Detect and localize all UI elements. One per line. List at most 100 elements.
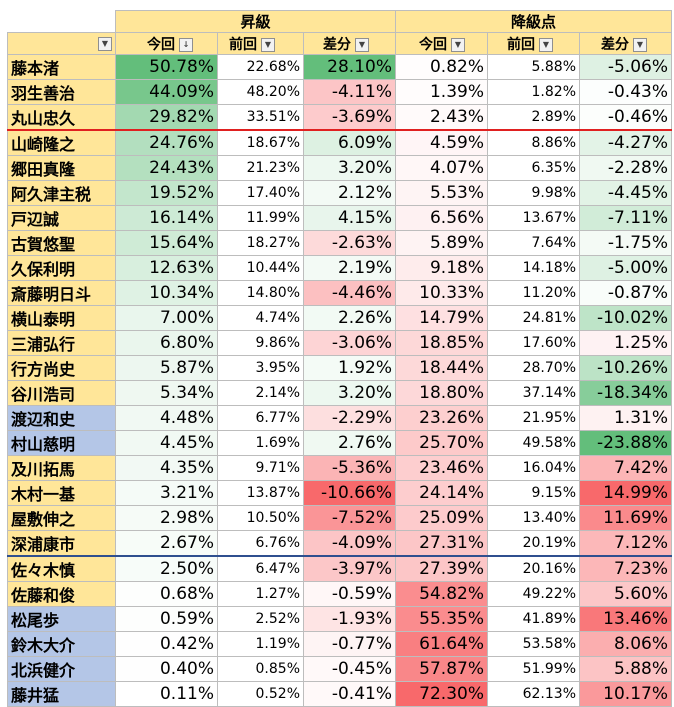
d-diff-cell[interactable]: 1.25%: [579, 330, 672, 356]
d-diff-cell[interactable]: -1.75%: [579, 230, 672, 256]
d-now-cell[interactable]: 9.18%: [395, 255, 488, 281]
p-diff-cell[interactable]: -5.36%: [303, 455, 396, 481]
filter-dropdown-icon[interactable]: ▼: [98, 36, 112, 51]
d-now-cell[interactable]: 54.82%: [395, 581, 488, 607]
d-now-cell[interactable]: 2.43%: [395, 104, 488, 131]
player-name-cell[interactable]: 深浦康市: [7, 530, 116, 557]
p-prev-cell[interactable]: 10.44%: [217, 255, 304, 281]
d-now-cell[interactable]: 61.64%: [395, 631, 488, 657]
d-prev-cell[interactable]: 9.98%: [487, 180, 580, 206]
player-name-cell[interactable]: 村山慈明: [7, 430, 116, 456]
p-diff-cell[interactable]: -4.09%: [303, 530, 396, 557]
player-name-cell[interactable]: 久保利明: [7, 255, 116, 281]
p-now-cell[interactable]: 4.35%: [115, 455, 218, 481]
d-now-cell[interactable]: 5.53%: [395, 180, 488, 206]
player-name-cell[interactable]: 松尾歩: [7, 606, 116, 632]
d-prev-cell[interactable]: 6.35%: [487, 155, 580, 181]
d-diff-cell[interactable]: -18.34%: [579, 380, 672, 406]
p-prev-cell[interactable]: 17.40%: [217, 180, 304, 206]
p-prev-cell[interactable]: 2.52%: [217, 606, 304, 632]
player-name-cell[interactable]: 戸辺誠: [7, 205, 116, 231]
d-prev-cell[interactable]: 2.89%: [487, 104, 580, 131]
d-diff-cell[interactable]: -4.27%: [579, 129, 672, 156]
d-now-cell[interactable]: 23.26%: [395, 405, 488, 431]
p-prev-cell[interactable]: 3.95%: [217, 355, 304, 381]
p-diff-cell[interactable]: -2.63%: [303, 230, 396, 256]
p-diff-cell[interactable]: 1.92%: [303, 355, 396, 381]
p-diff-cell[interactable]: 2.19%: [303, 255, 396, 281]
player-name-cell[interactable]: 古賀悠聖: [7, 230, 116, 256]
filter-dropdown-icon[interactable]: ▼: [451, 37, 465, 52]
p-now-cell[interactable]: 2.98%: [115, 505, 218, 531]
p-now-cell[interactable]: 16.14%: [115, 205, 218, 231]
p-now-cell[interactable]: 0.68%: [115, 581, 218, 607]
player-name-cell[interactable]: 屋敷伸之: [7, 505, 116, 531]
p-prev-cell[interactable]: 6.76%: [217, 530, 304, 557]
p-diff-cell[interactable]: -1.93%: [303, 606, 396, 632]
player-name-cell[interactable]: 横山泰明: [7, 305, 116, 331]
player-name-cell[interactable]: 木村一基: [7, 480, 116, 506]
d-diff-cell[interactable]: -0.43%: [579, 79, 672, 105]
d-prev-cell[interactable]: 51.99%: [487, 656, 580, 682]
player-name-cell[interactable]: 行方尚史: [7, 355, 116, 381]
d-diff-cell[interactable]: 7.12%: [579, 530, 672, 557]
p-now-cell[interactable]: 44.09%: [115, 79, 218, 105]
p-prev-cell[interactable]: 1.69%: [217, 430, 304, 456]
player-name-cell[interactable]: 渡辺和史: [7, 405, 116, 431]
d-now-cell[interactable]: 27.31%: [395, 530, 488, 557]
p-now-cell[interactable]: 0.42%: [115, 631, 218, 657]
d-now-cell[interactable]: 5.89%: [395, 230, 488, 256]
d-diff-cell[interactable]: -4.45%: [579, 180, 672, 206]
p-diff-cell[interactable]: 6.09%: [303, 129, 396, 156]
p-diff-cell[interactable]: 2.12%: [303, 180, 396, 206]
p-prev-cell[interactable]: 2.14%: [217, 380, 304, 406]
p-diff-cell[interactable]: -4.46%: [303, 280, 396, 306]
p-now-cell[interactable]: 4.48%: [115, 405, 218, 431]
player-name-cell[interactable]: 阿久津主税: [7, 180, 116, 206]
d-now-cell[interactable]: 23.46%: [395, 455, 488, 481]
p-now-cell[interactable]: 4.45%: [115, 430, 218, 456]
p-now-cell[interactable]: 2.67%: [115, 530, 218, 557]
p-prev-cell[interactable]: 13.87%: [217, 480, 304, 506]
d-prev-cell[interactable]: 5.88%: [487, 54, 580, 80]
player-name-cell[interactable]: 山崎隆之: [7, 129, 116, 156]
p-prev-cell[interactable]: 0.85%: [217, 656, 304, 682]
d-now-cell[interactable]: 25.09%: [395, 505, 488, 531]
d-diff-cell[interactable]: -5.00%: [579, 255, 672, 281]
p-diff-cell[interactable]: -3.69%: [303, 104, 396, 131]
d-prev-cell[interactable]: 13.67%: [487, 205, 580, 231]
d-now-cell[interactable]: 1.39%: [395, 79, 488, 105]
p-diff-cell[interactable]: -3.06%: [303, 330, 396, 356]
d-prev-cell[interactable]: 41.89%: [487, 606, 580, 632]
player-name-cell[interactable]: 藤本渚: [7, 54, 116, 80]
d-diff-cell[interactable]: 5.88%: [579, 656, 672, 682]
p-prev-cell[interactable]: 9.71%: [217, 455, 304, 481]
d-prev-cell[interactable]: 13.40%: [487, 505, 580, 531]
filter-dropdown-icon[interactable]: ▼: [355, 37, 369, 52]
d-diff-cell[interactable]: 10.17%: [579, 681, 672, 707]
p-prev-cell[interactable]: 1.19%: [217, 631, 304, 657]
d-now-cell[interactable]: 57.87%: [395, 656, 488, 682]
filter-dropdown-icon[interactable]: ▼: [261, 37, 275, 52]
p-diff-cell[interactable]: -7.52%: [303, 505, 396, 531]
d-diff-cell[interactable]: 7.23%: [579, 555, 672, 582]
p-now-cell[interactable]: 2.50%: [115, 555, 218, 582]
p-prev-cell[interactable]: 22.68%: [217, 54, 304, 80]
player-name-cell[interactable]: 藤井猛: [7, 681, 116, 707]
p-now-cell[interactable]: 0.40%: [115, 656, 218, 682]
d-prev-cell[interactable]: 14.18%: [487, 255, 580, 281]
p-now-cell[interactable]: 6.80%: [115, 330, 218, 356]
d-prev-cell[interactable]: 17.60%: [487, 330, 580, 356]
d-diff-cell[interactable]: 11.69%: [579, 505, 672, 531]
d-prev-cell[interactable]: 24.81%: [487, 305, 580, 331]
d-prev-cell[interactable]: 11.20%: [487, 280, 580, 306]
d-prev-cell[interactable]: 7.64%: [487, 230, 580, 256]
d-prev-cell[interactable]: 20.16%: [487, 555, 580, 582]
p-prev-cell[interactable]: 14.80%: [217, 280, 304, 306]
p-now-cell[interactable]: 0.59%: [115, 606, 218, 632]
d-diff-cell[interactable]: -0.46%: [579, 104, 672, 131]
d-prev-cell[interactable]: 62.13%: [487, 681, 580, 707]
p-diff-cell[interactable]: 3.20%: [303, 380, 396, 406]
p-prev-cell[interactable]: 11.99%: [217, 205, 304, 231]
d-now-cell[interactable]: 24.14%: [395, 480, 488, 506]
